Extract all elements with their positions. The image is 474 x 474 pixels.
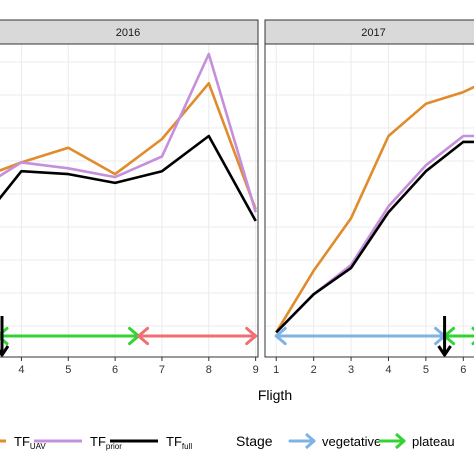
x-tick-label-6: 6 bbox=[460, 364, 466, 376]
stage-arrowhead-right-decline bbox=[245, 326, 258, 346]
series-line-tf-full bbox=[0, 134, 257, 222]
strip-label-2017: 2017 bbox=[361, 27, 385, 39]
series-line-tf-prior bbox=[0, 52, 257, 213]
x-tick-label-2: 2 bbox=[311, 364, 317, 376]
x-ticks-2016: 4 5 6 7 8 9 bbox=[18, 357, 259, 376]
x-axis-title: Fligth bbox=[258, 387, 292, 403]
strip-label-2016: 2016 bbox=[116, 27, 140, 39]
stage-arrows-2017 bbox=[274, 316, 474, 357]
stage-transition-marker-0 bbox=[0, 316, 10, 357]
legend-title-stage: Stage bbox=[236, 433, 273, 449]
stage-arrowhead-left-decline bbox=[137, 326, 150, 346]
series-lines-2016 bbox=[0, 52, 257, 222]
x-tick-label-7: 7 bbox=[159, 364, 165, 376]
legend-item-tf-uav: TFUAV bbox=[0, 434, 46, 451]
legend-label-tf-full: TFfull bbox=[166, 434, 192, 451]
series-lines-2017 bbox=[275, 85, 474, 334]
x-tick-label-9: 9 bbox=[253, 364, 259, 376]
legend: TFUAV TFprior TFfull Stage vegetative plateau bbox=[0, 432, 455, 451]
legend-item-tf-full: TFfull bbox=[110, 434, 192, 451]
legend-item-tf-prior: TFprior bbox=[34, 434, 122, 451]
plot-area-2016 bbox=[0, 44, 258, 357]
legend-item-plateau: plateau bbox=[378, 432, 455, 450]
series-line-tf-full bbox=[275, 140, 474, 334]
legend-label-vegetative: vegetative bbox=[322, 434, 381, 449]
x-tick-label-3: 3 bbox=[348, 364, 354, 376]
panel-2016: 2016 4 5 6 7 8 9 bbox=[0, 19, 259, 376]
stage-transition-marker-0 bbox=[437, 316, 452, 357]
panel-2017: 2017 1 2 3 4 5 6 bbox=[264, 19, 474, 376]
strip-2017 bbox=[264, 19, 474, 45]
stage-arrow-decline bbox=[137, 326, 258, 346]
legend-label-tf-prior: TFprior bbox=[90, 434, 122, 451]
stage-transition-head-0 bbox=[437, 345, 452, 357]
x-tick-label-5: 5 bbox=[65, 364, 71, 376]
x-tick-label-6: 6 bbox=[112, 364, 118, 376]
plot-area-2017 bbox=[265, 44, 474, 357]
stage-transition-head-0 bbox=[0, 345, 10, 357]
x-tick-label-8: 8 bbox=[206, 364, 212, 376]
grid-2016 bbox=[0, 44, 258, 357]
x-tick-label-4: 4 bbox=[385, 364, 391, 376]
series-line-tf-uav bbox=[275, 85, 474, 334]
stage-arrowhead-left-vegetative bbox=[274, 326, 287, 346]
legend-label-plateau: plateau bbox=[412, 434, 455, 449]
x-tick-label-5: 5 bbox=[423, 364, 429, 376]
plot-frame-2017 bbox=[264, 43, 474, 358]
stage-arrows-2016 bbox=[0, 316, 258, 357]
x-ticks-2017: 1 2 3 4 5 6 bbox=[273, 357, 466, 376]
stage-arrowhead-left-plateau bbox=[0, 326, 9, 346]
legend-key-arrowhead-vegetative bbox=[305, 432, 316, 450]
x-tick-label-4: 4 bbox=[18, 364, 24, 376]
legend-label-tf-uav: TFUAV bbox=[14, 434, 46, 451]
legend-key-arrowhead-plateau bbox=[395, 432, 406, 450]
x-tick-label-1: 1 bbox=[273, 364, 279, 376]
strip-2016 bbox=[0, 19, 259, 45]
legend-item-vegetative: vegetative bbox=[288, 432, 381, 450]
plot-frame-2016 bbox=[0, 43, 259, 358]
